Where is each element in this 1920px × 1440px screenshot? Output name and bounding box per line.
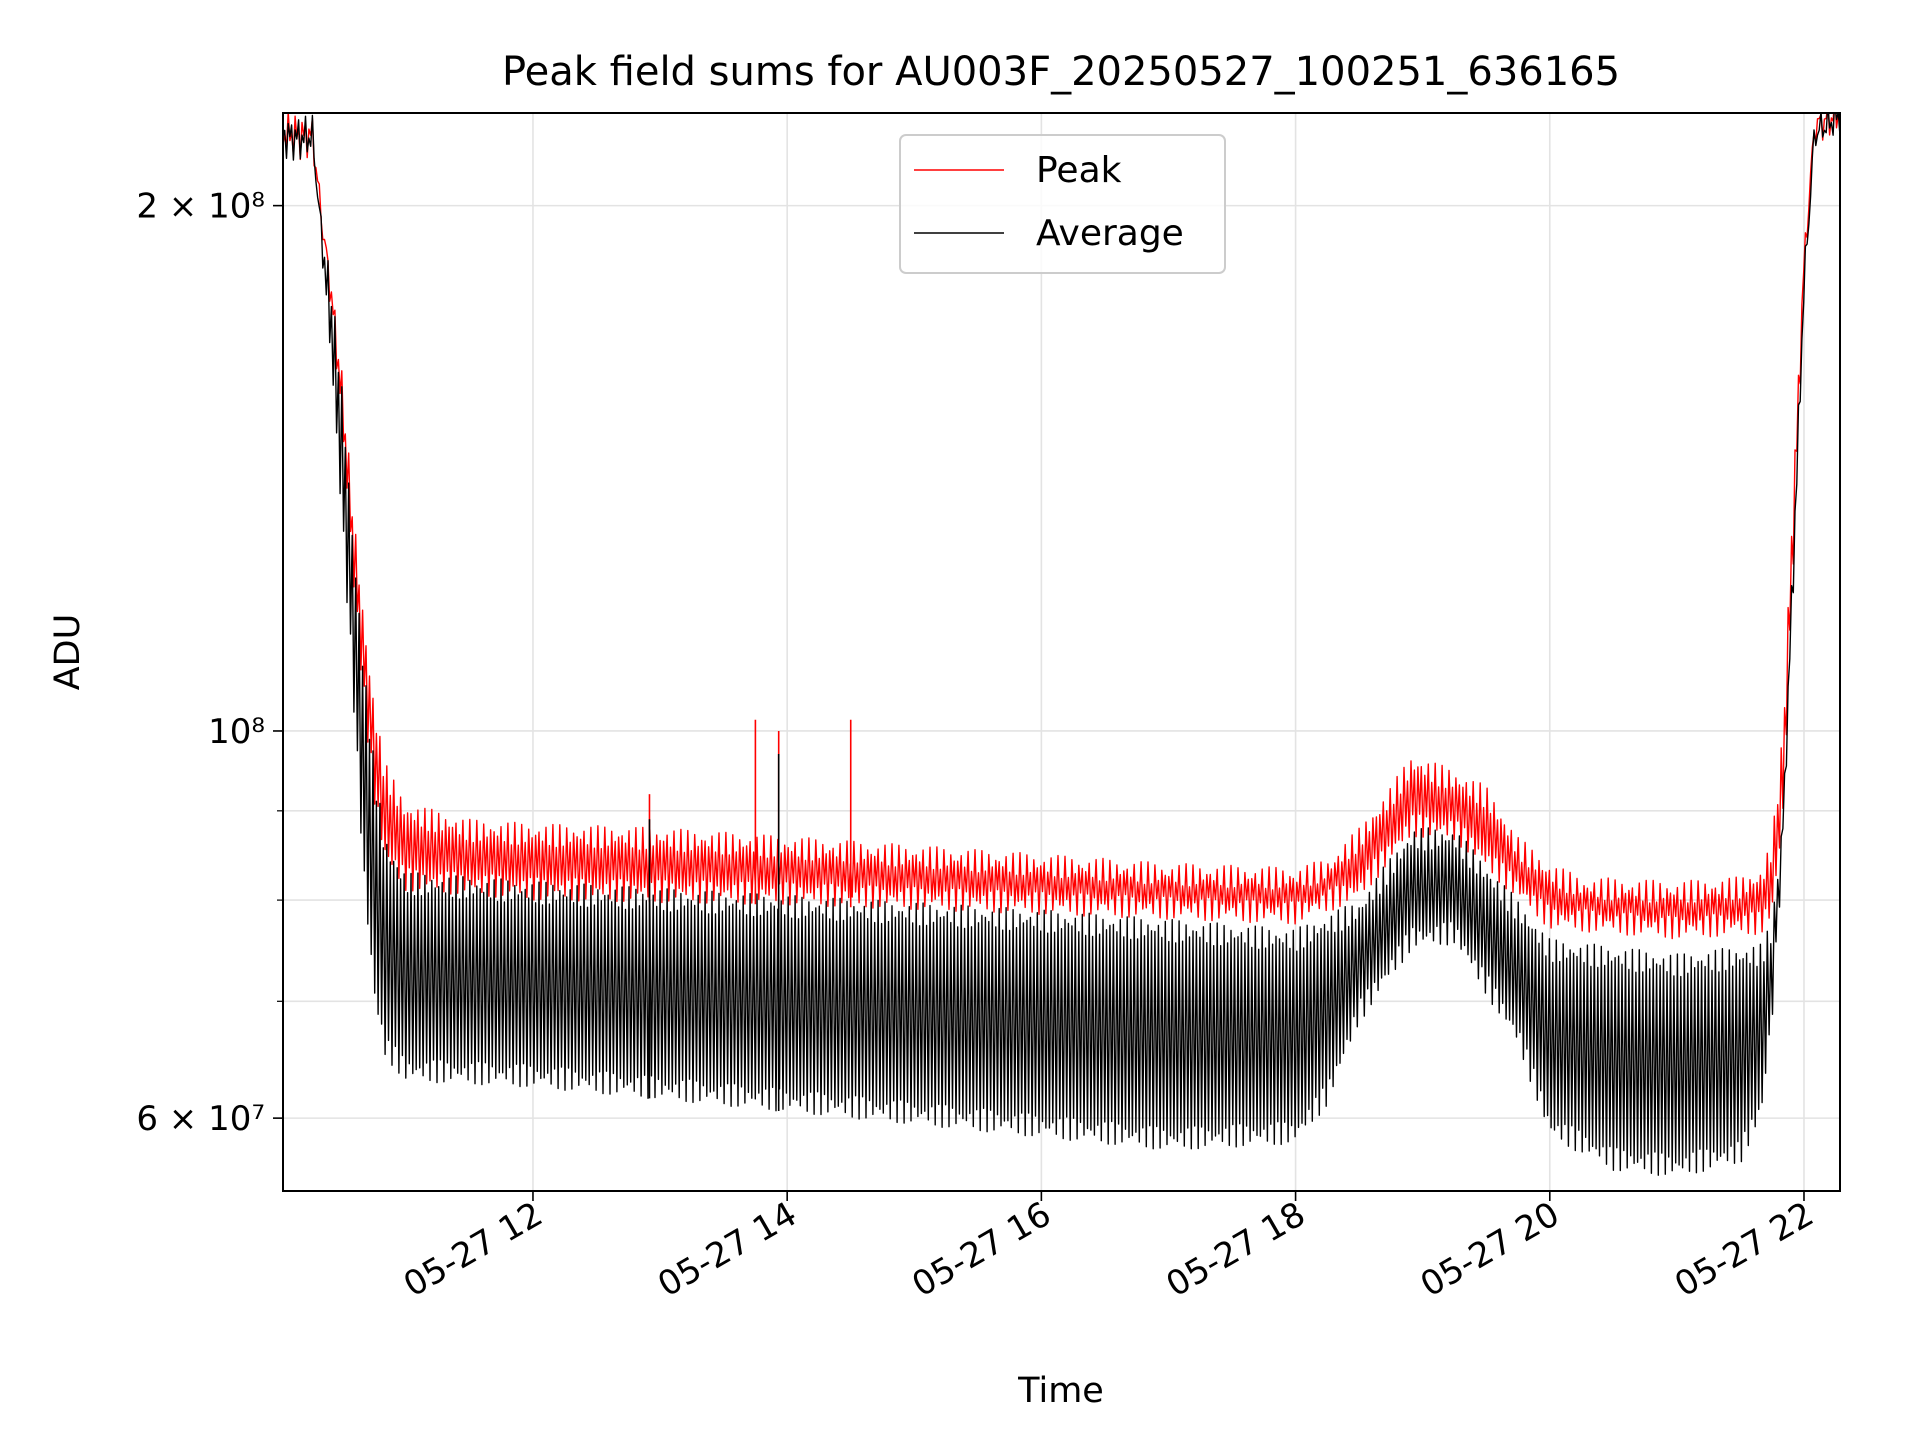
- series-line-peak: [283, 113, 1840, 940]
- y-tick-label: 2 × 10⁸: [136, 187, 265, 227]
- chart-title: Peak field sums for AU003F_20250527_1002…: [502, 49, 1620, 95]
- y-tick-label: 6 × 10⁷: [136, 1099, 265, 1139]
- y-axis-label: ADU: [48, 614, 88, 691]
- legend-label-average: Average: [1036, 213, 1184, 254]
- series-layer: [283, 113, 1840, 1176]
- legend: Peak Average: [899, 134, 1226, 274]
- plot-frame: [282, 112, 1841, 1192]
- series-line-average: [283, 113, 1840, 1176]
- x-axis-label: Time: [1017, 1371, 1104, 1411]
- legend-label-peak: Peak: [1036, 150, 1122, 191]
- y-tick-label: 10⁸: [208, 712, 265, 752]
